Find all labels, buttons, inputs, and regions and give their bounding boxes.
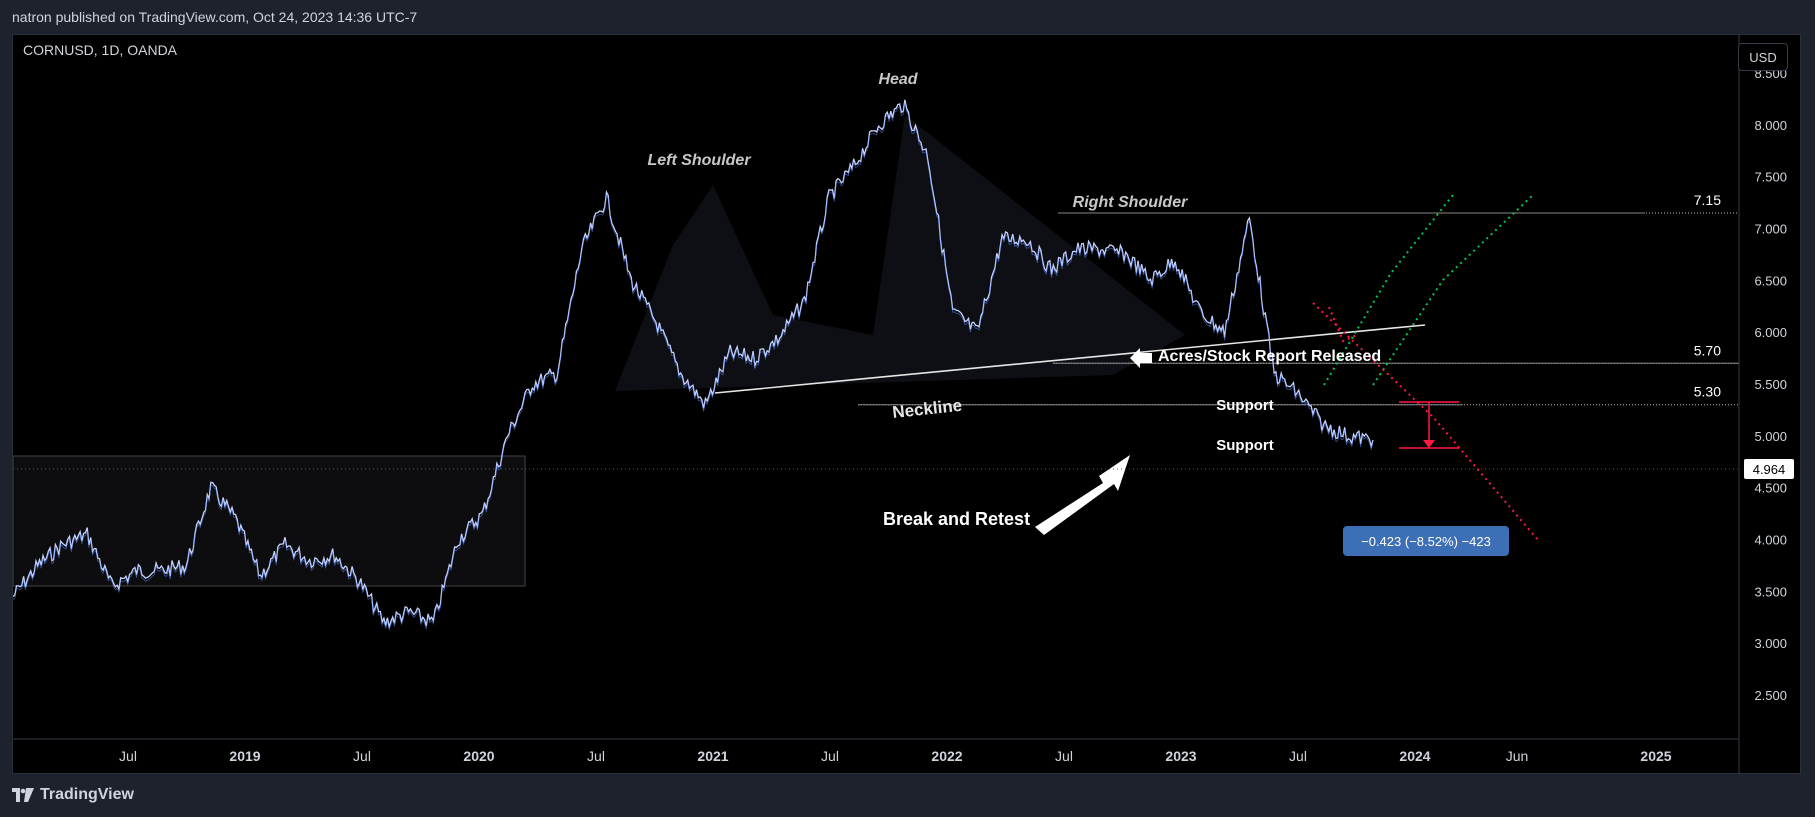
- price-line: [12, 99, 1374, 630]
- time-axis[interactable]: Jul 2019 Jul 2020 Jul 2021 Jul 2022 Jul 2023 Jul 20…: [119, 748, 1672, 764]
- report-arrow-icon: [1130, 348, 1152, 368]
- measure-arrowhead: [1423, 440, 1435, 448]
- neckline-line: [714, 324, 1426, 394]
- y-tick-label: 2.500: [1754, 688, 1787, 703]
- y-tick-label: 7.000: [1754, 222, 1787, 237]
- range-box: [12, 455, 526, 587]
- y-tick-label: 3.000: [1754, 636, 1787, 651]
- bull-projection-1: [1323, 194, 1454, 386]
- y-tick-label: 5.500: [1754, 377, 1787, 392]
- price-chart[interactable]: CORNUSD, 1D, OANDA −0.423 (−8.52%) −423 …: [12, 35, 1802, 775]
- price-series: [12, 99, 1374, 632]
- level-label: 7.15: [1694, 192, 1721, 208]
- chart-panel[interactable]: CORNUSD, 1D, OANDA −0.423 (−8.52%) −423 …: [12, 34, 1802, 775]
- tradingview-logo-icon: [12, 788, 34, 802]
- price-line-shadow: [12, 102, 1374, 632]
- measure-label-box: [1343, 526, 1509, 556]
- bull-projection-2: [1372, 194, 1534, 386]
- head-label: Head: [878, 71, 918, 88]
- measure-label: −0.423 (−8.52%) −423: [1361, 534, 1491, 549]
- x-tick-label: Jul: [1055, 748, 1073, 764]
- x-tick-label: Jun: [1506, 748, 1529, 764]
- x-tick-label: 2022: [931, 748, 962, 764]
- y-tick-label: 3.500: [1754, 584, 1787, 599]
- report-label: Acres/Stock Report Released: [1158, 348, 1381, 365]
- x-tick-label: 2024: [1399, 748, 1430, 764]
- tradingview-brand: TradingView: [40, 786, 134, 803]
- symbol-line: CORNUSD, 1D, OANDA: [23, 42, 178, 58]
- right-shoulder-label: Right Shoulder: [1073, 194, 1188, 211]
- level-labels: 7.15 5.70 5.30: [1694, 192, 1721, 400]
- footer-bar: TradingView: [0, 774, 1815, 817]
- x-tick-label: Jul: [119, 748, 137, 764]
- x-tick-label: 2023: [1165, 748, 1196, 764]
- y-tick-label: 5.000: [1754, 429, 1787, 444]
- last-price-tag: [1744, 459, 1794, 479]
- x-tick-label: Jul: [353, 748, 371, 764]
- tradingview-logo[interactable]: TradingView: [12, 786, 134, 804]
- publisher-line: natron published on TradingView.com, Oct…: [12, 9, 418, 25]
- level-lines: [858, 212, 1739, 406]
- publisher-header: natron published on TradingView.com, Oct…: [0, 0, 1815, 34]
- currency-button[interactable]: USD: [1738, 43, 1788, 71]
- y-tick-label: 7.500: [1754, 170, 1787, 185]
- last-price-value: 4.964: [1753, 462, 1786, 477]
- x-tick-label: Jul: [587, 748, 605, 764]
- y-tick-label: 4.500: [1754, 481, 1787, 496]
- pattern-shade: [615, 115, 1185, 391]
- y-tick-label: 8.000: [1754, 118, 1787, 133]
- y-tick-label: 4.000: [1754, 533, 1787, 548]
- break-retest-label: Break and Retest: [883, 509, 1030, 529]
- support-lower-label: Support: [1216, 437, 1274, 454]
- bear-projection: [1312, 302, 1539, 541]
- price-axis[interactable]: 8.5008.0007.5007.0006.5006.0005.5005.000…: [1754, 66, 1787, 703]
- neckline-label: Neckline: [891, 396, 963, 422]
- left-shoulder-label: Left Shoulder: [647, 152, 751, 169]
- x-tick-label: 2019: [229, 748, 260, 764]
- y-tick-label: 6.000: [1754, 325, 1787, 340]
- support-upper-label: Support: [1216, 397, 1274, 414]
- x-tick-label: 2025: [1640, 748, 1671, 764]
- x-tick-label: 2021: [697, 748, 728, 764]
- x-tick-label: Jul: [821, 748, 839, 764]
- y-tick-label: 6.500: [1754, 273, 1787, 288]
- x-tick-label: 2020: [463, 748, 494, 764]
- level-label: 5.30: [1694, 384, 1721, 400]
- x-tick-label: Jul: [1289, 748, 1307, 764]
- break-retest-arrow-icon: [1035, 455, 1130, 535]
- bear-projection-alt: [1328, 306, 1358, 343]
- level-label: 5.70: [1694, 342, 1721, 358]
